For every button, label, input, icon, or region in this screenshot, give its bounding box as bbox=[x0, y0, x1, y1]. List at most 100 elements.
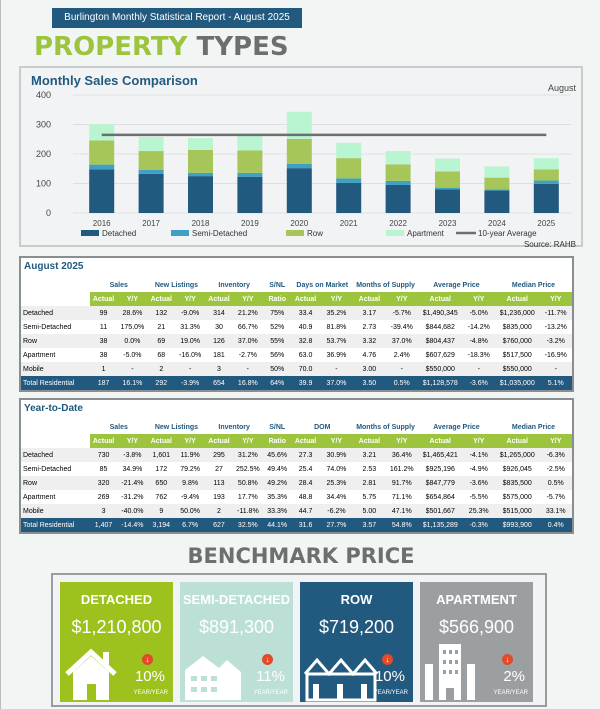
cell: 5.1% bbox=[539, 376, 572, 390]
cell: 2 bbox=[205, 504, 233, 518]
table-row: Detached 730 -3.8% 1,601 11.9% 295 31.2% 45.6% 2… bbox=[21, 448, 572, 462]
y-tick-label: 400 bbox=[36, 90, 51, 100]
cell: 3,194 bbox=[147, 518, 175, 532]
column-group-header: New Listings bbox=[154, 423, 199, 431]
cell: 33.3% bbox=[263, 504, 292, 518]
cell: 39.9 bbox=[291, 376, 320, 390]
cell: - bbox=[385, 362, 418, 376]
cell: 44.7 bbox=[291, 504, 320, 518]
card-period: YEAR/YEAR bbox=[373, 690, 408, 696]
cell: 49.4% bbox=[267, 465, 288, 473]
bar-apartment-2024 bbox=[484, 166, 510, 178]
column-group-header: Median Price bbox=[511, 423, 556, 431]
bar-row-2023 bbox=[435, 171, 460, 188]
column-group-header: Average Price bbox=[433, 423, 480, 431]
column-subheader: Y/Y bbox=[117, 292, 148, 306]
cell: $1,265,000 bbox=[494, 448, 540, 462]
cell: 64% bbox=[263, 376, 292, 390]
cell: 79.2% bbox=[180, 465, 201, 473]
bar-semi-detached-2017 bbox=[138, 169, 164, 174]
cell: 30.9% bbox=[319, 448, 354, 462]
cell: 193 bbox=[213, 493, 225, 501]
cell: 31.2% bbox=[232, 448, 264, 462]
blank bbox=[21, 292, 90, 306]
column-subheader: Actual bbox=[291, 434, 320, 448]
cell: $515,000 bbox=[494, 504, 540, 518]
cell: 161.2% bbox=[389, 465, 414, 473]
card-type: SEMI-DETACHED bbox=[182, 592, 291, 607]
cell: 2.53 bbox=[362, 465, 377, 473]
bar-row-2025 bbox=[533, 169, 559, 181]
table-row: Apartment 269 -31.2% 762 -9.4% 193 17.7% 35.3% 4… bbox=[21, 490, 572, 504]
column-subheader: Y/Y bbox=[385, 434, 418, 448]
cell: 36.4% bbox=[385, 448, 418, 462]
x-tick-label: 2021 bbox=[340, 219, 358, 228]
bar-detached-2019 bbox=[237, 176, 263, 213]
table-row: Row 38 0.0% 69 19.0% 126 37.0% 55% 32.8 53.7% 3.32… bbox=[21, 334, 572, 348]
bar-detached-2017 bbox=[138, 173, 164, 213]
cell: 17.7% bbox=[237, 493, 258, 501]
column-subheader: Y/Y bbox=[174, 292, 206, 306]
cell: 81.8% bbox=[326, 323, 347, 331]
legend-label: Semi-Detached bbox=[192, 229, 247, 238]
cell: $501,667 bbox=[417, 504, 463, 518]
column-subheader: Actual bbox=[89, 434, 118, 448]
cell: $925,196 bbox=[425, 465, 455, 473]
house-icon bbox=[65, 648, 117, 700]
stats-table: Sales New Listings Inventory S/NL DOM Months … bbox=[21, 420, 572, 532]
page-title: PROPERTY TYPES bbox=[34, 32, 289, 62]
column-subheader: Y/Y bbox=[385, 292, 418, 306]
cell: 45.6% bbox=[263, 448, 292, 462]
benchmark-card-apartment: APARTMENT $566,900 ↓ 2% YEAR/YEAR bbox=[420, 582, 533, 702]
cell: -3.2% bbox=[539, 334, 572, 348]
cell: -5.5% bbox=[469, 493, 488, 501]
cell: 2.4% bbox=[393, 351, 410, 359]
cell: 48.8 bbox=[298, 493, 313, 501]
ytd-table: Year-to-Date Sales New Listings Inventory S/… bbox=[19, 398, 574, 534]
bar-semi-detached-2016 bbox=[89, 164, 115, 170]
column-subheader: Actual bbox=[494, 434, 540, 448]
august-table: August 2025 Sales New Listings Inventory S/N… bbox=[19, 256, 574, 392]
chart-source: Source: RAHB bbox=[524, 240, 576, 249]
benchmark-card-house: DETACHED $1,210,800 ↓ 10% YEAR/YEAR bbox=[60, 582, 173, 702]
cell: - bbox=[319, 362, 354, 376]
bar-apartment-2025 bbox=[533, 158, 559, 170]
cell: -13.2% bbox=[544, 323, 567, 331]
table-row: Total Residential 1,407 -14.4% 3,194 6.7% 627… bbox=[21, 518, 572, 532]
bar-semi-detached-2025 bbox=[533, 180, 559, 184]
benchmark-card-row: ROW $719,200 ↓ 10% YEAR/YEAR bbox=[300, 582, 413, 702]
y-tick-label: 0 bbox=[46, 208, 51, 218]
column-subheader: Y/Y bbox=[539, 292, 572, 306]
cell: 9 bbox=[147, 504, 175, 518]
column-group-header: Sales bbox=[109, 423, 128, 431]
cell: $550,000 bbox=[494, 362, 540, 376]
cell: 32.5% bbox=[232, 518, 264, 532]
cell: -14.4% bbox=[117, 518, 148, 532]
column-subheader: Actual bbox=[89, 292, 118, 306]
cell: -11.8% bbox=[232, 504, 264, 518]
legend-label: 10-year Average bbox=[478, 229, 537, 238]
cell: 11.9% bbox=[174, 448, 206, 462]
cell: 3.17 bbox=[353, 306, 386, 320]
down-arrow-icon: ↓ bbox=[262, 654, 273, 665]
cell: -5.7% bbox=[546, 493, 565, 501]
cell: 37.0% bbox=[232, 334, 264, 348]
cell: -2.7% bbox=[238, 351, 257, 359]
cell: 37.0% bbox=[319, 376, 354, 390]
bar-apartment-2022 bbox=[385, 151, 411, 165]
bar-semi-detached-2018 bbox=[188, 172, 213, 177]
table-title: Year-to-Date bbox=[24, 403, 83, 414]
row-label: Total Residential bbox=[21, 518, 90, 532]
legend-swatch bbox=[81, 230, 99, 236]
cell: 654 bbox=[205, 376, 233, 390]
x-tick-label: 2016 bbox=[93, 219, 111, 228]
cell: 295 bbox=[205, 448, 233, 462]
x-tick-label: 2022 bbox=[389, 219, 407, 228]
cell: - bbox=[117, 362, 148, 376]
x-tick-label: 2023 bbox=[439, 219, 457, 228]
column-subheader: Actual bbox=[353, 292, 386, 306]
cell: 2.81 bbox=[353, 476, 386, 490]
down-arrow-icon: ↓ bbox=[142, 654, 153, 665]
bar-detached-2018 bbox=[188, 176, 213, 213]
cell: $517,500 bbox=[502, 351, 532, 359]
